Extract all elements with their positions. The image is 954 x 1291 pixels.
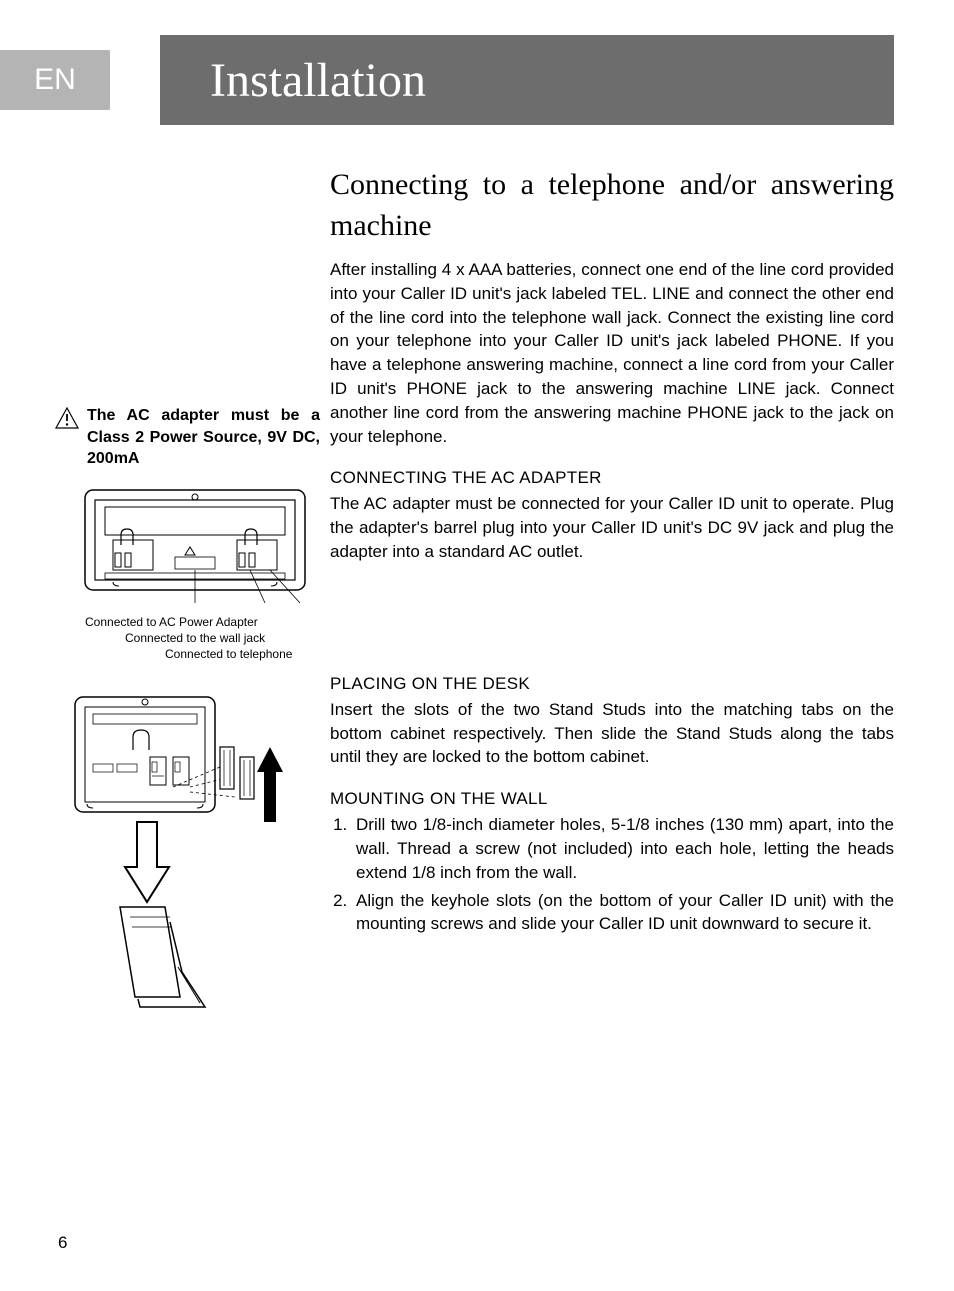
section-title: Connecting to a telephone and/or answeri… bbox=[330, 165, 894, 246]
warning-text: The AC adapter must be a Class 2 Power S… bbox=[87, 405, 320, 470]
mounting-diagram bbox=[55, 692, 320, 1027]
warning-icon bbox=[55, 407, 79, 434]
warning-callout: The AC adapter must be a Class 2 Power S… bbox=[55, 405, 320, 470]
diagram-label-3: Connected to telephone bbox=[55, 646, 320, 662]
diagram-labels: Connected to AC Power Adapter Connected … bbox=[55, 614, 320, 663]
language-tag: EN bbox=[0, 50, 110, 110]
ac-body: The AC adapter must be connected for you… bbox=[330, 492, 894, 563]
diagram-label-2: Connected to the wall jack bbox=[55, 630, 320, 646]
main-column: Connecting to a telephone and/or answeri… bbox=[330, 165, 894, 1027]
page-content: The AC adapter must be a Class 2 Power S… bbox=[0, 125, 954, 1027]
chapter-title: Installation bbox=[160, 35, 894, 125]
page-number: 6 bbox=[58, 1233, 67, 1253]
ac-heading: CONNECTING THE AC ADAPTER bbox=[330, 468, 894, 488]
ac-adapter-section: CONNECTING THE AC ADAPTER The AC adapter… bbox=[330, 468, 894, 563]
wall-step-2: Align the keyhole slots (on the bottom o… bbox=[352, 889, 894, 937]
wall-section: MOUNTING ON THE WALL Drill two 1/8-inch … bbox=[330, 789, 894, 936]
desk-heading: PLACING ON THE DESK bbox=[330, 674, 894, 694]
wall-step-1: Drill two 1/8-inch diameter holes, 5-1/8… bbox=[352, 813, 894, 884]
diagram-label-1: Connected to AC Power Adapter bbox=[55, 614, 320, 630]
intro-paragraph: After installing 4 x AAA batteries, conn… bbox=[330, 258, 894, 448]
sidebar: The AC adapter must be a Class 2 Power S… bbox=[55, 165, 330, 1027]
desk-section: PLACING ON THE DESK Insert the slots of … bbox=[330, 674, 894, 769]
desk-body: Insert the slots of the two Stand Studs … bbox=[330, 698, 894, 769]
wall-heading: MOUNTING ON THE WALL bbox=[330, 789, 894, 809]
wall-steps-list: Drill two 1/8-inch diameter holes, 5-1/8… bbox=[330, 813, 894, 936]
page-header: EN Installation bbox=[0, 50, 954, 125]
connection-diagram: Connected to AC Power Adapter Connected … bbox=[55, 485, 320, 663]
